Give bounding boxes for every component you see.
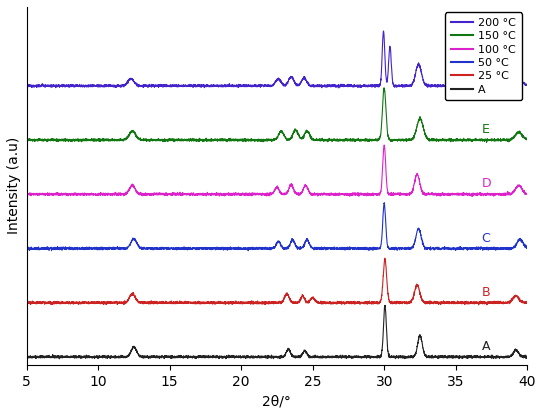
- Text: F: F: [482, 69, 489, 82]
- X-axis label: 2θ/°: 2θ/°: [262, 394, 292, 408]
- Y-axis label: Intensity (a.u): Intensity (a.u): [7, 137, 21, 234]
- Text: A: A: [482, 340, 490, 353]
- Text: B: B: [482, 286, 490, 299]
- Text: E: E: [482, 123, 489, 136]
- Legend: 200 °C, 150 °C, 100 °C, 50 °C, 25 °C, A: 200 °C, 150 °C, 100 °C, 50 °C, 25 °C, A: [445, 12, 522, 100]
- Text: C: C: [482, 232, 490, 244]
- Text: D: D: [482, 177, 491, 190]
